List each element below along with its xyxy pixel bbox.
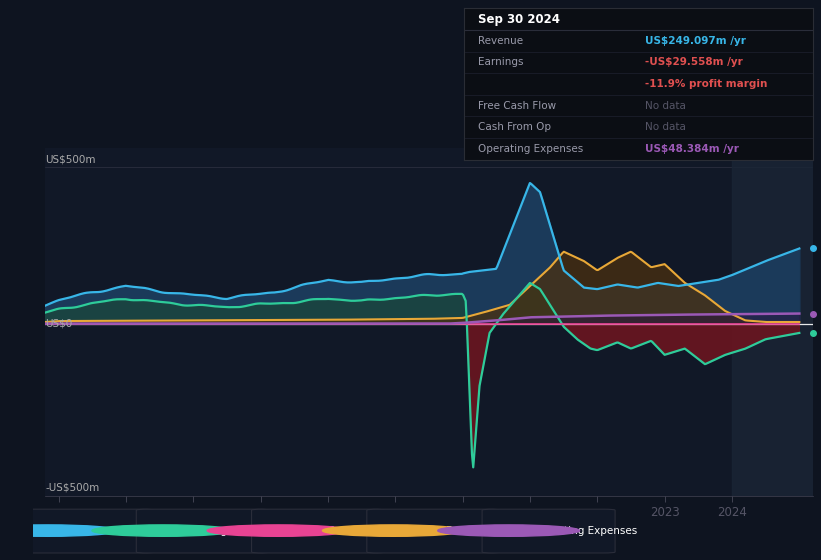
Circle shape (323, 525, 465, 536)
Text: US$48.384m /yr: US$48.384m /yr (645, 144, 739, 154)
Circle shape (0, 525, 118, 536)
Text: Revenue: Revenue (71, 526, 117, 535)
FancyBboxPatch shape (136, 509, 269, 553)
FancyBboxPatch shape (251, 509, 384, 553)
Text: -11.9% profit margin: -11.9% profit margin (645, 79, 768, 89)
Text: Free Cash Flow: Free Cash Flow (302, 526, 380, 535)
Circle shape (438, 525, 580, 536)
Circle shape (92, 525, 234, 536)
Text: -US$500m: -US$500m (45, 483, 99, 493)
FancyBboxPatch shape (21, 509, 154, 553)
Text: Earnings: Earnings (186, 526, 232, 535)
Text: No data: No data (645, 101, 686, 111)
FancyBboxPatch shape (367, 509, 500, 553)
Text: Free Cash Flow: Free Cash Flow (478, 101, 556, 111)
Text: Revenue: Revenue (478, 36, 523, 46)
Text: Cash From Op: Cash From Op (478, 122, 551, 132)
Text: Sep 30 2024: Sep 30 2024 (478, 13, 560, 26)
Text: Earnings: Earnings (478, 58, 523, 67)
Text: No data: No data (645, 122, 686, 132)
Bar (732, 148, 813, 496)
Text: -US$29.558m /yr: -US$29.558m /yr (645, 58, 743, 67)
Text: US$249.097m /yr: US$249.097m /yr (645, 36, 746, 46)
Text: Operating Expenses: Operating Expenses (532, 526, 638, 535)
Circle shape (207, 525, 349, 536)
Text: US$0: US$0 (45, 319, 72, 329)
Text: US$500m: US$500m (45, 155, 96, 165)
Text: Cash From Op: Cash From Op (417, 526, 490, 535)
Text: Operating Expenses: Operating Expenses (478, 144, 583, 154)
FancyBboxPatch shape (482, 509, 615, 553)
